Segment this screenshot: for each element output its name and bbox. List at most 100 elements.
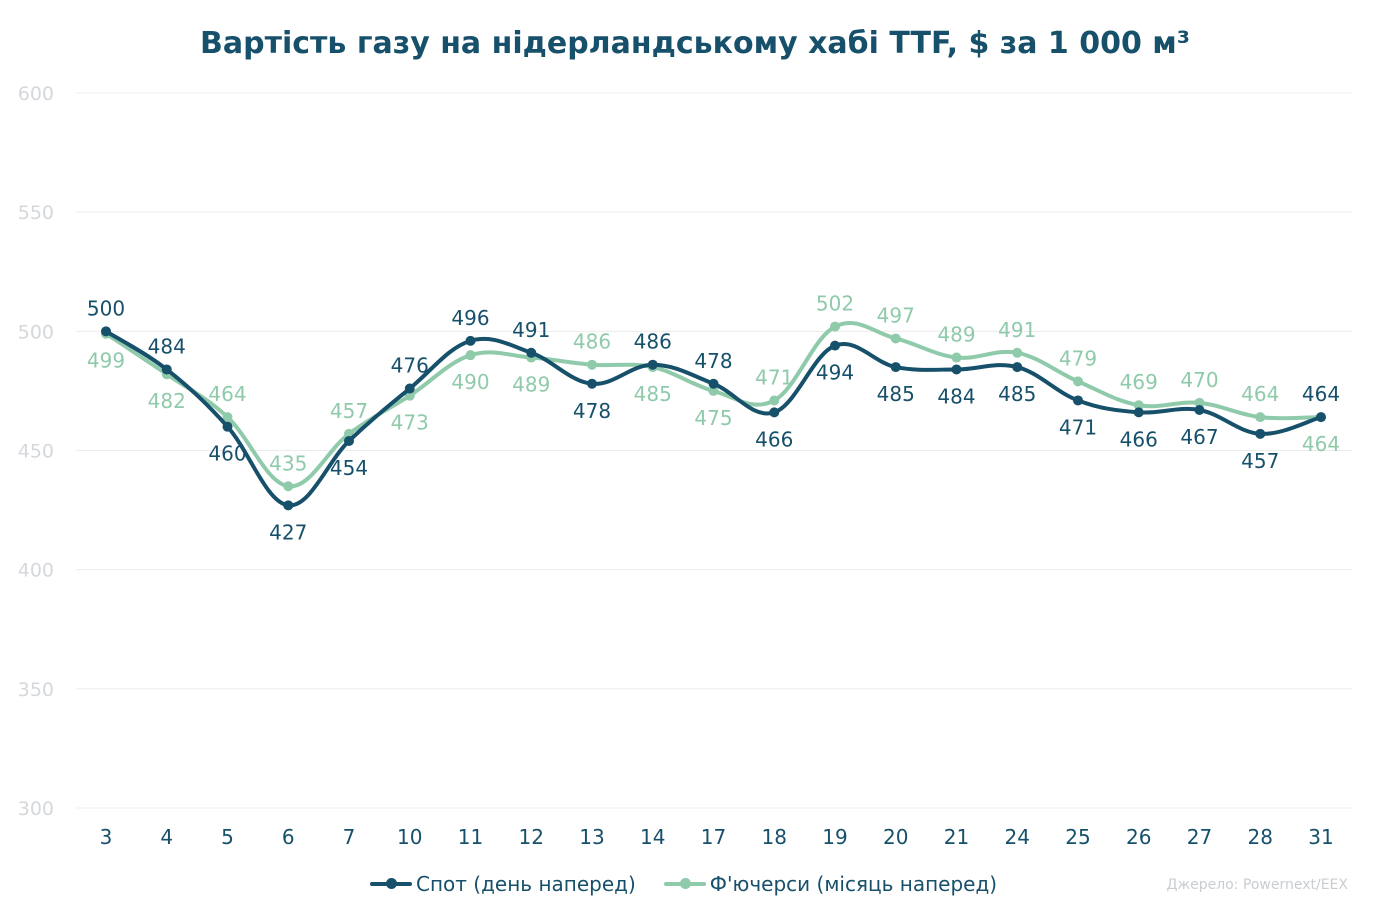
- data-label-spot: 478: [694, 349, 732, 373]
- y-axis: 300 350 400 450 500 550 600: [18, 83, 54, 820]
- x-tick-label: 14: [640, 825, 665, 849]
- data-label-futures: 491: [998, 318, 1036, 342]
- data-point-spot: [526, 347, 537, 358]
- x-tick-label: 5: [221, 825, 234, 849]
- data-point-futures: [708, 385, 719, 396]
- data-point-spot: [830, 340, 840, 351]
- data-point-spot: [222, 421, 233, 432]
- data-label-futures: 464: [208, 382, 246, 406]
- gridlines: [76, 92, 1352, 809]
- x-tick-label: 11: [458, 825, 483, 849]
- data-label-futures: 435: [269, 451, 307, 475]
- data-label-spot: 494: [816, 361, 854, 385]
- data-label-spot: 486: [634, 330, 672, 354]
- data-label-spot: 427: [269, 520, 307, 544]
- x-axis: 3 4 5 6 7 10 11 12 13 14 17 18 19 20 21 24 25 26 27 28 31: [100, 825, 1334, 849]
- data-point-futures: [1073, 376, 1083, 387]
- data-point-spot: [769, 407, 780, 418]
- data-point-spot: [283, 500, 294, 511]
- x-tick-label: 6: [282, 825, 295, 849]
- x-tick-label: 31: [1308, 825, 1333, 849]
- y-tick-label: 600: [18, 83, 54, 105]
- data-label-futures: 485: [634, 382, 672, 406]
- data-point-futures: [404, 390, 415, 401]
- data-point-spot: [951, 364, 962, 375]
- x-tick-label: 27: [1187, 825, 1212, 849]
- data-point-futures: [1012, 347, 1023, 358]
- data-label-futures: 470: [1180, 368, 1218, 392]
- data-point-spot: [708, 378, 719, 389]
- x-tick-label: 24: [1005, 825, 1030, 849]
- data-label-spot: 454: [330, 456, 368, 480]
- data-point-spot: [1194, 404, 1205, 415]
- x-tick-label: 7: [343, 825, 356, 849]
- data-point-spot: [1073, 395, 1083, 406]
- y-tick-label: 350: [18, 679, 54, 701]
- data-label-spot: 478: [573, 399, 611, 423]
- data-point-futures: [830, 321, 840, 332]
- data-label-spot: 476: [391, 354, 429, 378]
- legend-item-spot: Спот (день наперед): [370, 872, 636, 896]
- y-tick-label: 500: [18, 321, 54, 343]
- data-point-spot: [404, 383, 415, 394]
- legend-item-futures: Ф'ючерси (місяць наперед): [663, 872, 998, 896]
- series-layer: [101, 320, 1326, 511]
- data-point-spot: [890, 362, 901, 373]
- x-tick-label: 20: [883, 825, 908, 849]
- legend-label-spot: Спот (день наперед): [416, 872, 636, 896]
- data-labels-layer: 500 499 484 482 460 464 427 435 454 457 476 473 496 4…: [87, 292, 1340, 545]
- y-tick-label: 300: [18, 798, 54, 820]
- data-point-futures: [283, 481, 294, 492]
- data-label-futures: 490: [451, 370, 489, 394]
- data-label-spot: 464: [1302, 382, 1340, 406]
- data-label-futures: 497: [877, 303, 915, 327]
- data-point-spot: [1012, 362, 1023, 373]
- chart-title: Вартість газу на нідерландському хабі TT…: [200, 26, 1190, 61]
- data-point-spot: [161, 364, 172, 375]
- x-tick-label: 3: [100, 825, 113, 849]
- data-point-spot: [647, 359, 658, 370]
- y-tick-label: 400: [18, 560, 54, 582]
- x-tick-label: 21: [944, 825, 969, 849]
- data-point-futures: [1194, 397, 1205, 408]
- data-label-spot: 491: [512, 318, 550, 342]
- data-point-spot: [465, 335, 476, 346]
- x-tick-label: 10: [397, 825, 422, 849]
- data-label-spot: 471: [1059, 415, 1097, 439]
- data-label-spot: 485: [877, 382, 915, 406]
- data-label-spot: 500: [87, 296, 125, 320]
- data-label-futures: 469: [1120, 370, 1158, 394]
- x-tick-label: 17: [701, 825, 726, 849]
- data-point-futures: [465, 350, 476, 361]
- data-label-futures: 473: [391, 411, 429, 435]
- data-point-spot: [101, 326, 111, 337]
- x-tick-label: 4: [160, 825, 173, 849]
- data-point-spot: [1133, 407, 1144, 418]
- data-label-futures: 482: [148, 389, 186, 413]
- data-label-futures: 499: [87, 349, 125, 373]
- x-tick-label: 12: [519, 825, 544, 849]
- data-label-spot: 466: [1120, 427, 1158, 451]
- legend: Спот (день наперед) Ф'ючерси (місяць нап…: [370, 872, 1025, 896]
- data-label-futures: 475: [694, 406, 732, 430]
- data-label-futures: 502: [816, 292, 854, 316]
- data-label-spot: 467: [1180, 425, 1218, 449]
- legend-swatch-futures: [663, 878, 706, 889]
- data-point-futures: [951, 352, 962, 363]
- data-point-futures: [222, 412, 233, 423]
- data-label-futures: 479: [1059, 346, 1097, 370]
- data-label-futures: 486: [573, 330, 611, 354]
- data-point-spot: [1316, 412, 1326, 423]
- x-tick-label: 13: [579, 825, 604, 849]
- legend-label-futures: Ф'ючерси (місяць наперед): [709, 872, 998, 896]
- data-label-futures: 489: [512, 373, 550, 397]
- data-label-futures: 464: [1241, 382, 1279, 406]
- x-tick-label: 19: [822, 825, 847, 849]
- data-point-futures: [769, 395, 780, 406]
- x-tick-label: 28: [1248, 825, 1273, 849]
- data-label-spot: 485: [998, 382, 1036, 406]
- data-label-futures: 471: [755, 365, 793, 389]
- data-label-spot: 484: [937, 384, 975, 408]
- x-tick-label: 25: [1065, 825, 1090, 849]
- y-tick-label: 450: [18, 441, 54, 463]
